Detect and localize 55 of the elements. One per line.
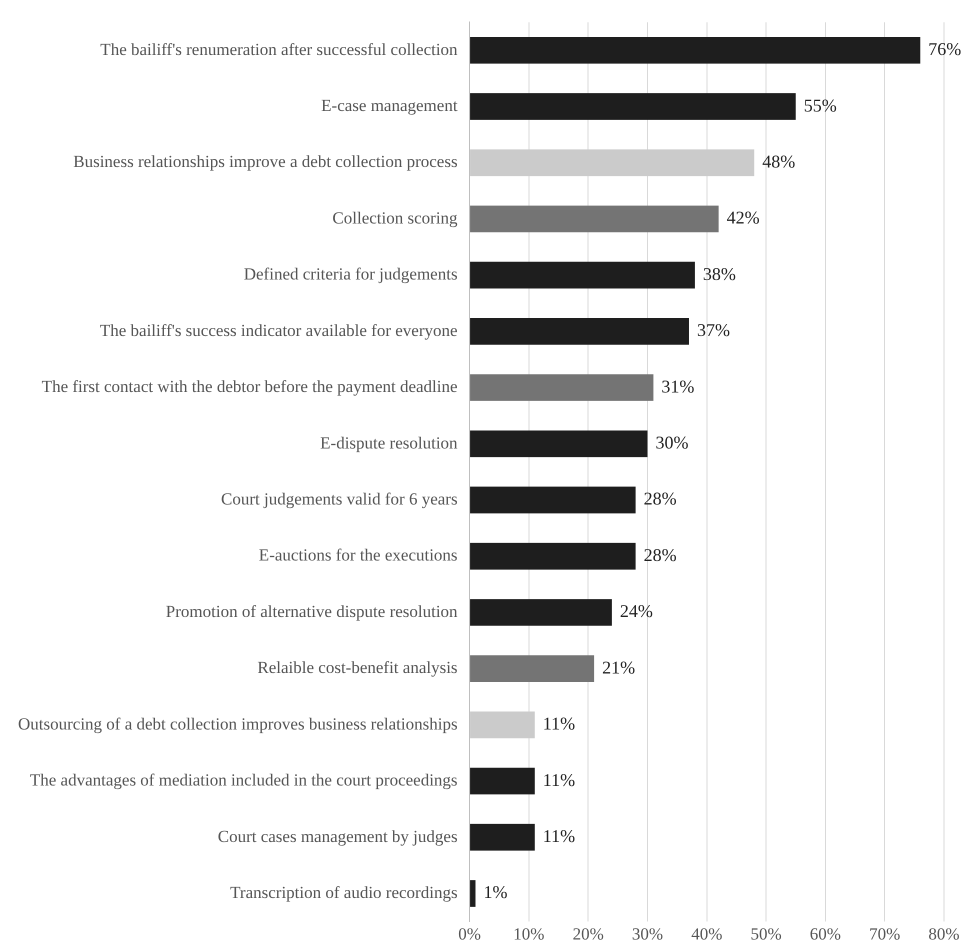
- x-tick-label: 60%: [810, 924, 841, 944]
- y-tick-label: Promotion of alternative dispute resolution: [166, 602, 458, 621]
- data-label: 30%: [655, 432, 688, 453]
- data-label: 24%: [620, 601, 653, 622]
- x-tick-label: 30%: [632, 924, 664, 944]
- bar: [470, 880, 476, 907]
- y-tick-label: Court cases management by judges: [218, 826, 458, 846]
- y-tick-label: The advantages of mediation included in the court proceedings: [30, 770, 458, 790]
- bar: [470, 486, 636, 514]
- data-label: 31%: [661, 376, 694, 396]
- data-label: 38%: [702, 264, 736, 284]
- x-tick-label: 0%: [458, 924, 481, 944]
- bar: [470, 206, 719, 232]
- x-tick-label: 70%: [869, 924, 900, 944]
- data-label: 21%: [602, 657, 636, 678]
- y-tick-label: E-dispute resolution: [320, 433, 458, 452]
- y-tick-label: The bailiff's success indicator available for everyone: [100, 320, 458, 340]
- y-tick-label: Relaible cost-benefit analysis: [257, 658, 458, 678]
- data-label: 55%: [804, 95, 837, 116]
- y-tick-label: Court judgements valid for 6 years: [221, 489, 458, 508]
- y-tick-label: Collection scoring: [332, 208, 458, 228]
- bar: [470, 430, 648, 458]
- x-tick-label: 20%: [572, 924, 604, 944]
- bar: [470, 318, 689, 345]
- x-tick-label: 80%: [928, 924, 960, 944]
- y-tick-label: Outsourcing of a debt collection improves business relationships: [18, 714, 458, 734]
- x-tick-label: 10%: [513, 924, 544, 944]
- x-tick-label: 50%: [750, 924, 782, 944]
- data-label: 11%: [542, 826, 576, 846]
- bar: [470, 824, 535, 851]
- data-label: 48%: [762, 151, 796, 172]
- y-tick-label: E-case management: [321, 96, 458, 115]
- y-tick-label: The first contact with the debtor before the payment deadline: [42, 377, 458, 396]
- y-tick-label: The bailiff's renumeration after successful collection: [100, 40, 458, 59]
- bar: [470, 93, 796, 120]
- bar: [470, 542, 636, 570]
- y-tick-label: E-auctions for the executions: [258, 546, 458, 565]
- data-label: 28%: [644, 544, 677, 565]
- data-label: 42%: [726, 208, 760, 228]
- data-label: 37%: [696, 320, 730, 340]
- data-label: 28%: [644, 488, 677, 509]
- data-label: 11%: [542, 714, 576, 734]
- x-tick-label: 40%: [691, 924, 722, 944]
- y-tick-label: Business relationships improve a debt collection process: [73, 152, 458, 172]
- bar: [470, 262, 695, 289]
- bar: [470, 599, 612, 626]
- data-label: 1%: [483, 882, 508, 902]
- data-label: 76%: [928, 39, 962, 60]
- bar: [470, 36, 920, 64]
- bar: [470, 768, 535, 794]
- data-label: 11%: [542, 770, 576, 790]
- bar: [470, 655, 594, 682]
- bar: [470, 374, 654, 401]
- y-tick-label: Defined criteria for judgements: [244, 264, 458, 284]
- y-tick-label: Transcription of audio recordings: [230, 882, 458, 902]
